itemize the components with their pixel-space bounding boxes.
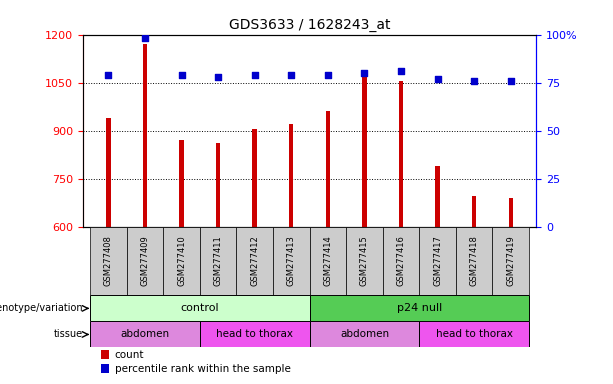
Point (360, 70, 370, 76)
Bar (180, 140, 184, 384)
Bar (200, 321, 310, 348)
Bar (399, 81, 403, 384)
Point (506, 78, 516, 84)
Bar (101, 364, 109, 373)
Text: count: count (115, 350, 144, 360)
Text: percentile rank within the sample: percentile rank within the sample (115, 364, 291, 374)
Text: GSM277413: GSM277413 (287, 236, 296, 286)
Point (396, 68, 406, 74)
Text: tissue: tissue (54, 329, 83, 339)
Bar (90, 227, 127, 295)
Text: GSM277419: GSM277419 (506, 236, 516, 286)
Text: head to thorax: head to thorax (216, 329, 293, 339)
Bar (143, 44, 147, 384)
Bar (216, 144, 220, 384)
Text: head to thorax: head to thorax (436, 329, 512, 339)
Point (140, 35, 150, 41)
Text: GSM277415: GSM277415 (360, 236, 369, 286)
Text: GSM277417: GSM277417 (433, 236, 442, 286)
Point (433, 76, 443, 82)
Text: GSM277408: GSM277408 (104, 236, 113, 286)
Text: p24 null: p24 null (397, 303, 442, 313)
Text: genotype/variation: genotype/variation (0, 303, 83, 313)
Text: GSM277411: GSM277411 (213, 236, 223, 286)
Text: GSM277414: GSM277414 (323, 236, 332, 286)
Bar (310, 295, 529, 321)
Bar (163, 227, 200, 295)
Bar (419, 227, 456, 295)
Bar (509, 198, 513, 384)
Bar (419, 321, 529, 348)
Bar (200, 227, 237, 295)
Text: GSM277410: GSM277410 (177, 236, 186, 286)
Bar (492, 227, 529, 295)
Text: control: control (180, 303, 219, 313)
Text: abdomen: abdomen (120, 329, 170, 339)
Point (213, 74, 223, 80)
Bar (253, 129, 257, 384)
Text: GSM277412: GSM277412 (250, 236, 259, 286)
Point (177, 72, 186, 78)
Bar (456, 227, 492, 295)
Text: GSM277416: GSM277416 (397, 236, 406, 286)
Bar (273, 227, 310, 295)
Bar (106, 118, 110, 384)
Text: GSM277418: GSM277418 (470, 236, 479, 286)
Point (470, 78, 479, 84)
Text: abdomen: abdomen (340, 329, 389, 339)
Bar (310, 321, 419, 348)
Point (286, 72, 296, 78)
Bar (127, 227, 163, 295)
Title: GDS3633 / 1628243_at: GDS3633 / 1628243_at (229, 18, 390, 32)
Bar (237, 227, 273, 295)
Bar (472, 196, 476, 384)
Bar (362, 70, 367, 384)
Bar (346, 227, 383, 295)
Point (323, 72, 333, 78)
Bar (289, 124, 294, 384)
Bar (90, 321, 200, 348)
Point (249, 72, 259, 78)
Bar (90, 295, 310, 321)
Bar (435, 166, 440, 384)
Bar (383, 227, 419, 295)
Bar (101, 350, 109, 359)
Text: GSM277409: GSM277409 (140, 236, 150, 286)
Bar (326, 111, 330, 384)
Point (104, 72, 113, 78)
Bar (310, 227, 346, 295)
